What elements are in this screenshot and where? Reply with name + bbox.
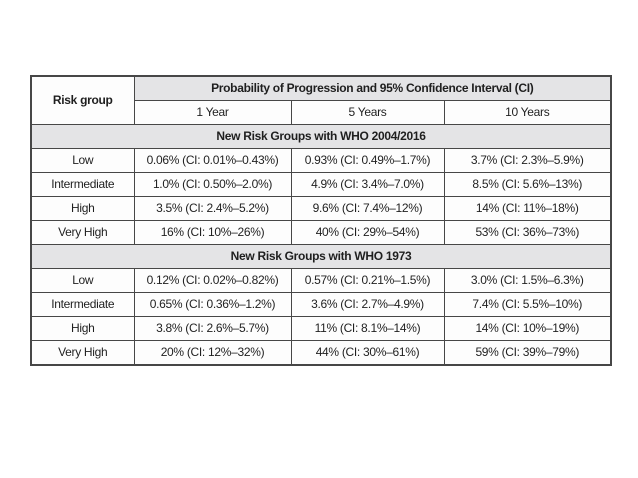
table-row: High 3.8% (CI: 2.6%–5.7%) 11% (CI: 8.1%–… [30,316,612,341]
cell-5y: 40% (CI: 29%–54%) [290,220,445,245]
cell-risk-label: Very High [30,340,135,366]
cell-5y: 4.9% (CI: 3.4%–7.0%) [290,172,445,197]
cell-risk-label: Intermediate [30,292,135,317]
table-row: Intermediate 0.65% (CI: 0.36%–1.2%) 3.6%… [30,292,612,317]
cell-5y: 9.6% (CI: 7.4%–12%) [290,196,445,221]
cell-10y: 3.7% (CI: 2.3%–5.9%) [443,148,612,173]
cell-5y: 11% (CI: 8.1%–14%) [290,316,445,341]
cell-1y: 1.0% (CI: 0.50%–2.0%) [133,172,292,197]
cell-risk-label: High [30,316,135,341]
section-header-label: New Risk Groups with WHO 2004/2016 [30,124,612,149]
cell-risk-label: Intermediate [30,172,135,197]
cell-risk-label: Low [30,268,135,293]
cell-1y: 16% (CI: 10%–26%) [133,220,292,245]
table-row: Low 0.12% (CI: 0.02%–0.82%) 0.57% (CI: 0… [30,268,612,293]
table-row: Intermediate 1.0% (CI: 0.50%–2.0%) 4.9% … [30,172,612,197]
cell-10y: 14% (CI: 10%–19%) [443,316,612,341]
table-row: Very High 16% (CI: 10%–26%) 40% (CI: 29%… [30,220,612,245]
cell-risk-label: Low [30,148,135,173]
col-header-1-year: 1 Year [133,100,292,125]
section-header-who-2004-2016: New Risk Groups with WHO 2004/2016 [30,124,612,149]
cell-10y: 53% (CI: 36%–73%) [443,220,612,245]
col-header-10-years: 10 Years [443,100,612,125]
header-row-main: Risk group Probability of Progression an… [30,75,612,125]
cell-5y: 0.93% (CI: 0.49%–1.7%) [290,148,445,173]
cell-1y: 0.12% (CI: 0.02%–0.82%) [133,268,292,293]
section-header-label: New Risk Groups with WHO 1973 [30,244,612,269]
table-row: High 3.5% (CI: 2.4%–5.2%) 9.6% (CI: 7.4%… [30,196,612,221]
cell-risk-label: High [30,196,135,221]
cell-1y: 0.65% (CI: 0.36%–1.2%) [133,292,292,317]
cell-1y: 0.06% (CI: 0.01%–0.43%) [133,148,292,173]
table-row: Low 0.06% (CI: 0.01%–0.43%) 0.93% (CI: 0… [30,148,612,173]
table-row: Very High 20% (CI: 12%–32%) 44% (CI: 30%… [30,340,612,366]
cell-5y: 0.57% (CI: 0.21%–1.5%) [290,268,445,293]
risk-progression-table: Risk group Probability of Progression an… [30,75,613,366]
cell-10y: 7.4% (CI: 5.5%–10%) [443,292,612,317]
col-header-5-years: 5 Years [290,100,445,125]
cell-10y: 59% (CI: 39%–79%) [443,340,612,366]
cell-5y: 3.6% (CI: 2.7%–4.9%) [290,292,445,317]
cell-1y: 3.8% (CI: 2.6%–5.7%) [133,316,292,341]
cell-risk-label: Very High [30,220,135,245]
cell-5y: 44% (CI: 30%–61%) [290,340,445,366]
risk-table-container: Risk group Probability of Progression an… [30,75,613,366]
col-header-risk-group: Risk group [30,75,135,125]
section-header-who-1973: New Risk Groups with WHO 1973 [30,244,612,269]
cell-10y: 8.5% (CI: 5.6%–13%) [443,172,612,197]
cell-10y: 3.0% (CI: 1.5%–6.3%) [443,268,612,293]
col-header-probability: Probability of Progression and 95% Confi… [133,75,612,101]
cell-1y: 3.5% (CI: 2.4%–5.2%) [133,196,292,221]
header-row-years: 1 Year 5 Years 10 Years [31,100,612,125]
cell-1y: 20% (CI: 12%–32%) [133,340,292,366]
cell-10y: 14% (CI: 11%–18%) [443,196,612,221]
